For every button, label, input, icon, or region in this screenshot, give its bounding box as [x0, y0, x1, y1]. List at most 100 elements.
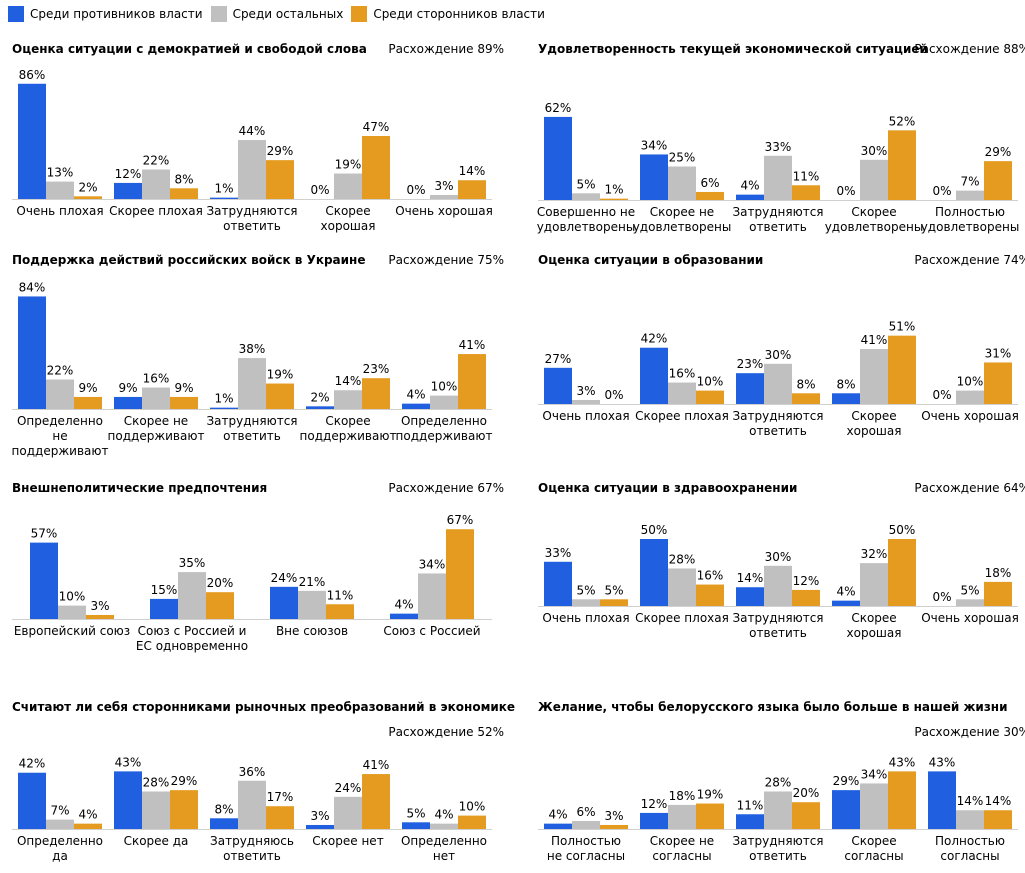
bar-others — [142, 387, 170, 409]
data-label-opponents: 4% — [740, 179, 759, 193]
category-label-line: Союз с Россией и — [138, 624, 247, 638]
data-label-others: 30% — [861, 144, 888, 158]
category-label-line: Затрудняются — [732, 611, 823, 625]
chart-divergence: Расхождение 52% — [388, 725, 504, 739]
category-label-line: Скорее нет — [312, 834, 383, 848]
chart-divergence: Расхождение 88% — [914, 42, 1025, 56]
bar-supporters — [266, 160, 294, 199]
data-label-opponents: 4% — [394, 598, 413, 612]
bar-supporters — [362, 136, 390, 199]
bar-supporters — [984, 810, 1012, 829]
category-label-line: Полностью — [935, 834, 1005, 848]
category-label: Союз с Россией — [383, 624, 480, 638]
data-label-opponents: 0% — [932, 590, 951, 604]
data-label-supporters: 10% — [697, 375, 724, 389]
data-label-others: 22% — [143, 154, 170, 168]
bar-others — [142, 169, 170, 199]
category-label: Скорее нет — [312, 834, 383, 848]
bar-supporters — [792, 802, 820, 829]
data-label-others: 38% — [239, 342, 266, 356]
data-label-supporters: 19% — [697, 788, 724, 802]
category-label-line: удовлетворены — [537, 220, 636, 234]
category-label-line: Очень хорошая — [921, 611, 1019, 625]
data-label-others: 34% — [419, 557, 446, 571]
bar-supporters — [888, 771, 916, 829]
category-label-line: не — [52, 429, 67, 443]
data-label-supporters: 41% — [363, 758, 390, 772]
data-label-supporters: 67% — [447, 513, 474, 527]
bar-supporters — [696, 390, 724, 404]
data-label-supporters: 10% — [459, 800, 486, 814]
bar-others — [668, 382, 696, 404]
bar-opponents — [210, 818, 238, 829]
category-label-line: Скорее — [851, 611, 896, 625]
data-label-others: 4% — [434, 808, 453, 822]
data-label-opponents: 12% — [115, 167, 142, 181]
chart-divergence: Расхождение 64% — [914, 481, 1025, 495]
data-label-opponents: 42% — [19, 757, 46, 771]
bar-supporters — [600, 198, 628, 200]
category-label-line: ответить — [749, 424, 807, 438]
category-label: Очень плохая — [16, 204, 103, 218]
data-label-others: 35% — [179, 556, 206, 570]
category-label: Союз с Россией и ЕС одновременно — [136, 624, 248, 653]
bar-supporters — [458, 815, 486, 829]
category-label: Определенно поддерживают — [396, 414, 493, 443]
bar-supporters — [266, 806, 294, 829]
bar-supporters — [170, 790, 198, 829]
category-label: Затрудняются ответить — [732, 834, 823, 863]
category-label-line: не согласны — [547, 849, 625, 863]
bar-others — [46, 181, 74, 199]
bar-others — [334, 796, 362, 829]
bar-supporters — [74, 196, 102, 199]
category-label-line: согласны — [940, 849, 999, 863]
data-label-opponents: 3% — [310, 809, 329, 823]
legend-label-supporters: Среди сторонников власти — [373, 7, 545, 21]
data-label-supporters: 14% — [985, 794, 1012, 808]
data-label-supporters: 19% — [267, 368, 294, 382]
legend-swatch-opponents — [8, 6, 24, 22]
category-label: Полностью не согласны — [547, 834, 625, 863]
category-label: Скорее плохая — [635, 611, 729, 625]
category-label-line: хорошая — [847, 626, 902, 640]
bar-opponents — [114, 771, 142, 829]
bar-opponents — [928, 771, 956, 829]
bar-others — [764, 791, 792, 829]
bar-opponents — [544, 823, 572, 829]
bar-supporters — [600, 824, 628, 829]
data-label-opponents: 34% — [641, 138, 668, 152]
category-label-line: ЕС одновременно — [136, 639, 248, 653]
bar-supporters — [206, 592, 234, 619]
data-label-opponents: 15% — [151, 583, 178, 597]
bar-supporters — [74, 396, 102, 409]
bar-others — [572, 599, 600, 606]
category-label-line: ответить — [749, 849, 807, 863]
category-label-line: ответить — [749, 626, 807, 640]
legend: Среди противников власти Среди остальных… — [8, 4, 553, 24]
category-label-line: Скорее плохая — [635, 611, 729, 625]
data-label-opponents: 0% — [932, 388, 951, 402]
data-label-others: 30% — [765, 550, 792, 564]
bar-supporters — [326, 604, 354, 619]
category-label-line: Вне союзов — [276, 624, 348, 638]
bar-opponents — [150, 598, 178, 619]
bar-opponents — [832, 600, 860, 606]
category-label: Определенно да — [17, 834, 103, 863]
data-label-others: 33% — [765, 140, 792, 154]
category-label-line: Полностью — [935, 205, 1005, 219]
data-label-opponents: 12% — [641, 797, 668, 811]
category-label-line: поддерживают — [396, 429, 493, 443]
bar-supporters — [458, 180, 486, 199]
category-label-line: Скорее не — [650, 834, 714, 848]
category-label: Скорее плохая — [635, 409, 729, 423]
data-label-others: 7% — [960, 175, 979, 189]
data-label-supporters: 31% — [985, 346, 1012, 360]
data-label-others: 3% — [576, 384, 595, 398]
data-label-supporters: 3% — [604, 809, 623, 823]
bar-others — [334, 173, 362, 199]
bar-others — [860, 783, 888, 829]
category-label: Скорее не согласны — [650, 834, 714, 863]
bar-others — [668, 568, 696, 606]
data-label-opponents: 43% — [115, 755, 142, 769]
